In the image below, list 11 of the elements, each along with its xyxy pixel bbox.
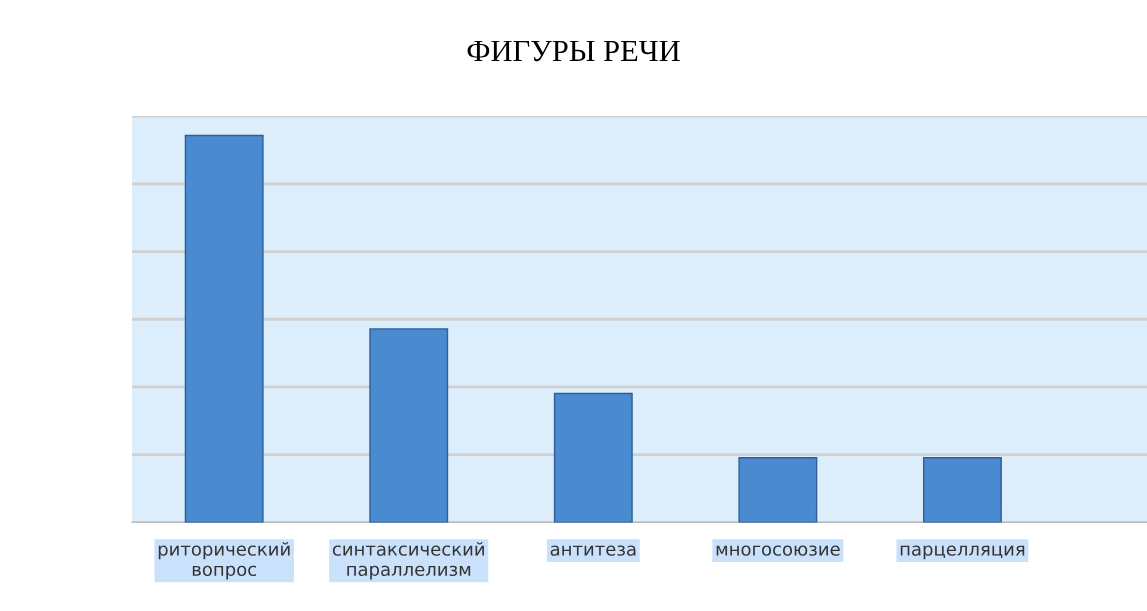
x-tick-label: многосоюзие [716,545,840,556]
chart-title: ФИГУРЫ РЕЧИ [467,40,680,62]
x-tick-label: синтаксический параллелизм [332,541,484,580]
x-tick-label: риторический вопрос [158,541,290,580]
bar [738,457,818,523]
bar [553,392,633,523]
x-tick-label: парцелляция [900,545,1025,560]
bar [922,457,1002,523]
bar [184,134,264,523]
bar [369,328,449,523]
x-tick-label: антитеза [550,545,636,556]
